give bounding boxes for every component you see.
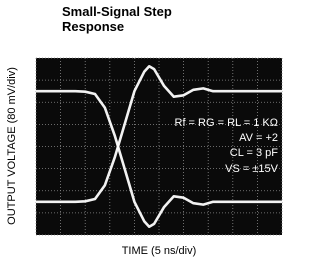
page: Small-Signal Step Response OUTPUT VOLTAG… (0, 0, 286, 265)
annotation: CL = 3 pF (230, 147, 278, 159)
annotation: VS = ±15V (225, 163, 278, 175)
annotation: Rf = RG = RL = 1 KΩ (175, 117, 279, 129)
chart: OUTPUT VOLTAGE (80 mV/div) TIME (5 ns/di… (0, 0, 286, 265)
annotation: AV = +2 (239, 132, 278, 144)
y-axis-label: OUTPUT VOLTAGE (80 mV/div) (6, 67, 18, 225)
x-axis-label: TIME (5 ns/div) (122, 245, 197, 257)
